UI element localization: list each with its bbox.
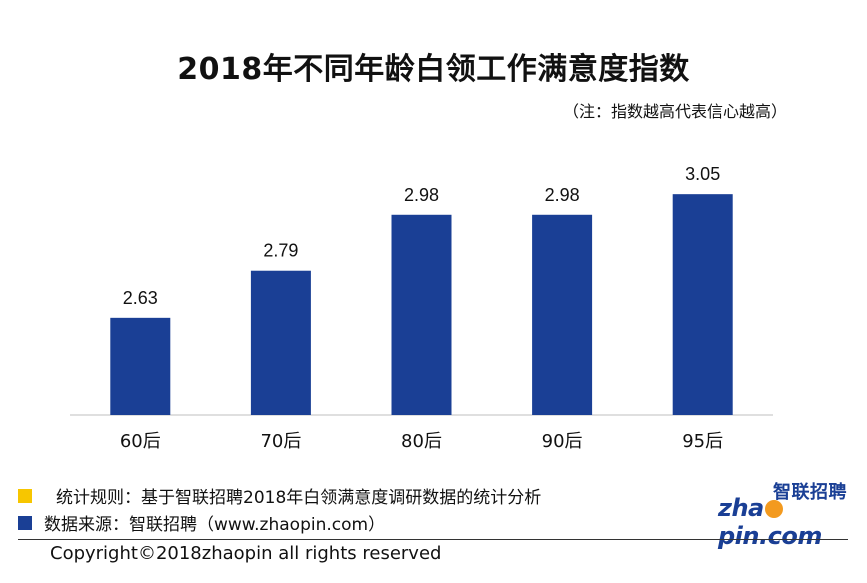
bar-chart: 2.63 60后 2.79 70后 2.98 80后 2.98 90后 3.05 95后 [70, 164, 773, 452]
legend-swatch-yellow [18, 488, 32, 503]
data-label-2: 2.79 [263, 241, 298, 261]
data-label-3: 2.98 [404, 185, 439, 205]
logo-o-mark-icon [764, 500, 783, 518]
logo-en-prefix: zha [718, 494, 764, 522]
legend-item-rule: 统计规则：基于智联招聘2018年白领满意度调研数据的统计分析 [18, 483, 541, 508]
bar-1 [110, 317, 171, 415]
data-label-1: 2.63 [123, 288, 158, 308]
logo-en-suffix: pin.com [718, 522, 822, 550]
logo-english-text: zhapin.com [718, 494, 853, 550]
bar-2 [250, 270, 311, 415]
data-label-4: 2.98 [545, 185, 580, 205]
legend-text-rule: 统计规则：基于智联招聘2018年白领满意度调研数据的统计分析 [56, 488, 542, 508]
legend-swatch-blue [18, 515, 32, 530]
x-tick-label-4: 90后 [542, 431, 583, 452]
chart-title: 2018年不同年龄白领工作满意度指数 [177, 52, 690, 87]
data-label-5: 3.05 [685, 164, 720, 184]
x-tick-label-2: 70后 [260, 431, 301, 452]
footer-divider [18, 539, 848, 540]
logo-chinese-text: 智联招聘 [773, 482, 847, 503]
legend-item-source: 数据来源：智联招聘（www.zhaopin.com） [18, 510, 385, 535]
legend-text-source: 数据来源：智联招聘（www.zhaopin.com） [44, 515, 386, 535]
bar-3 [391, 214, 452, 415]
copyright-text: Copyright©2018zhaopin all rights reserve… [50, 543, 442, 564]
bar-5 [672, 194, 733, 415]
chart-subtitle: （注：指数越高代表信心越高） [562, 102, 787, 121]
zhaopin-logo: 智联招聘 zhapin.com [718, 478, 853, 550]
bar-4 [532, 214, 593, 415]
x-tick-label-5: 95后 [682, 431, 723, 452]
x-tick-label-3: 80后 [401, 431, 442, 452]
x-tick-label-1: 60后 [120, 431, 161, 452]
